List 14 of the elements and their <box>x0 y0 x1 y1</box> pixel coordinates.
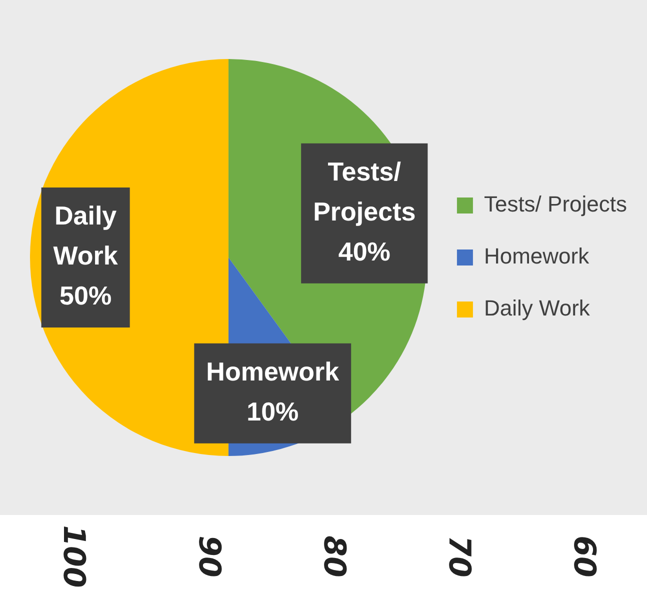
data-label: 50% <box>60 280 112 311</box>
data-label: 40% <box>338 236 390 267</box>
data-label: 10% <box>246 396 299 427</box>
text: 80 <box>316 535 352 577</box>
legend-label: Daily Work <box>484 296 591 321</box>
text: 70 <box>442 535 477 577</box>
text: 100 <box>56 524 91 588</box>
legend-label: Homework <box>484 244 590 269</box>
text: 60 <box>566 535 602 577</box>
slice-label: Homework <box>206 356 340 387</box>
slice-label: Tests/ Projects <box>313 156 416 227</box>
legend-label: Tests/ Projects <box>484 192 628 217</box>
slice-label: Daily Work <box>53 200 118 271</box>
text: 90 <box>191 535 226 577</box>
